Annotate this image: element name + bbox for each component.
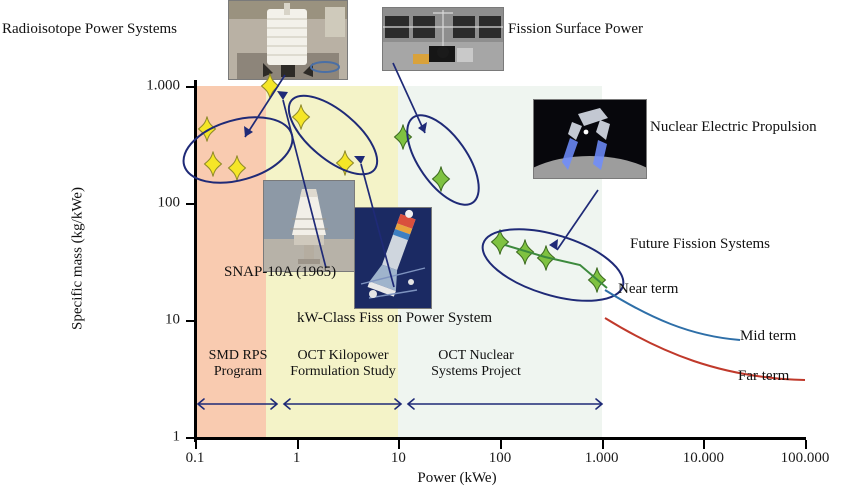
x-tick-label-5: 10.000 — [682, 450, 724, 466]
band-label-oct-kilopower-line2: Formulation Study — [290, 364, 396, 380]
x-tick-5 — [703, 440, 706, 449]
y-tick-label-3: 1.000 — [146, 77, 180, 94]
band-label-oct-nuclear-line2: Systems Project — [431, 364, 521, 380]
x-axis-title-text: Power (kWe) — [417, 470, 497, 486]
callout-near-term: Near term — [618, 281, 679, 297]
kilopower-reactor-photo — [354, 207, 432, 309]
data-marker-2-0 — [393, 123, 412, 150]
data-marker-1-2 — [335, 150, 355, 176]
x-tick-label-6: 100.000 — [780, 450, 830, 466]
x-tick-label-3: 100 — [488, 450, 512, 466]
data-marker-3-0 — [490, 229, 510, 256]
y-tick-label-2: 100 — [157, 194, 181, 211]
band-label-oct-kilopower: OCT Kilopower Formulation Study — [281, 348, 405, 380]
x-tick-1 — [296, 440, 299, 449]
x-tick-6 — [805, 440, 807, 449]
x-tick-label-0: 0.1 — [185, 450, 205, 466]
band-label-smd-rps: SMD RPS Program — [198, 348, 278, 380]
x-tick-label-1: 1 — [292, 450, 301, 466]
y-axis-title: Specific mass (kg/kWe) — [70, 129, 87, 389]
data-marker-1-1 — [291, 104, 311, 130]
x-axis-line — [194, 437, 806, 440]
nuclear-electric-propulsion-photo — [533, 99, 647, 179]
callout-far-term: Far term — [738, 368, 790, 384]
data-marker-1-0 — [261, 73, 280, 99]
y-tick-1 — [186, 320, 195, 322]
callout-mid-term: Mid term — [740, 328, 797, 344]
data-marker-2-1 — [431, 166, 450, 192]
y-axis-line — [194, 80, 197, 442]
x-tick-label-4: 1.000 — [584, 450, 619, 466]
data-marker-3-1 — [515, 239, 534, 265]
band-label-smd-rps-line1: SMD RPS — [208, 348, 268, 363]
y-tick-label-0: 1 — [172, 428, 181, 445]
callout-nuclear-electric-propulsion: Nuclear Electric Propulsion — [650, 119, 817, 135]
callout-future-fission-systems: Future Fission Systems — [630, 236, 771, 252]
callout-radioisotope-power-systems: Radioisotope Power Systems — [2, 21, 177, 37]
y-tick-2 — [186, 203, 195, 205]
band-label-smd-rps-line2: Program — [213, 364, 263, 380]
band-label-oct-nuclear: OCT Nuclear Systems Project — [411, 348, 541, 380]
fission-surface-power-photo — [382, 7, 504, 71]
x-tick-4 — [601, 440, 604, 449]
y-axis-tick-labels: 1 10 100 1.000 — [100, 0, 180, 500]
x-tick-2 — [398, 440, 401, 449]
data-marker-0-2 — [227, 155, 247, 181]
band-label-oct-kilopower-line1: OCT Kilopower — [297, 348, 389, 363]
x-axis-title: Power (kWe) — [0, 470, 850, 487]
x-tick-0 — [195, 440, 197, 449]
y-axis-title-text: Specific mass (kg/kWe) — [69, 187, 86, 330]
callout-snap-10a: SNAP-10A (1965) — [224, 264, 337, 280]
y-tick-3 — [186, 86, 195, 88]
data-marker-3-3 — [587, 267, 607, 293]
callout-fission-surface-power: Fission Surface Power — [508, 21, 643, 37]
data-marker-0-0 — [197, 116, 216, 142]
y-tick-0 — [186, 437, 195, 439]
band-label-oct-nuclear-line1: OCT Nuclear — [438, 348, 514, 363]
x-tick-label-2: 10 — [390, 450, 406, 466]
snap-10a-photo — [263, 180, 355, 272]
callout-kw-class-fission: kW-Class Fiss on Power System — [297, 310, 493, 326]
data-marker-0-1 — [203, 151, 223, 177]
y-tick-label-1: 10 — [165, 311, 180, 328]
data-marker-3-2 — [536, 245, 556, 271]
x-tick-3 — [500, 440, 502, 449]
radioisotope-generator-photo — [228, 0, 348, 80]
